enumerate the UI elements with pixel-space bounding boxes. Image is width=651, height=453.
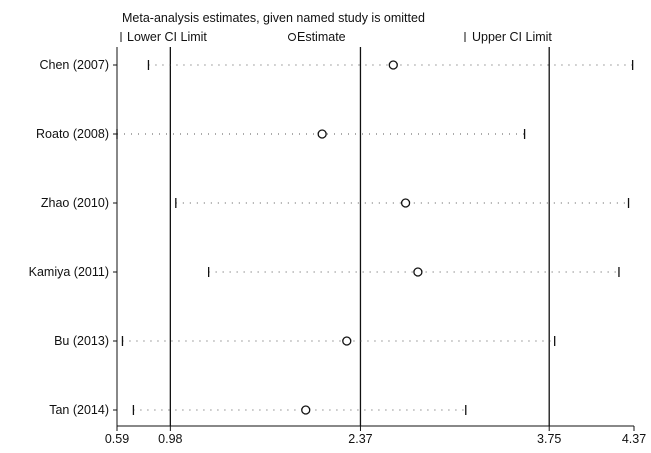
estimate-tan-2014	[301, 405, 311, 415]
x-tick-label-3: 3.75	[537, 432, 561, 446]
chart-title: Meta-analysis estimates, given named stu…	[122, 11, 425, 25]
x-tick-label-2: 2.37	[348, 432, 372, 446]
x-tick-label-4: 4.37	[622, 432, 646, 446]
legend: Lower CI Limit Estimate Upper CI Limit	[120, 30, 552, 44]
estimate-kamiya-2011	[413, 267, 423, 277]
study-label-kamiya-2011: Kamiya (2011)	[29, 265, 109, 279]
study-label-zhao-2010: Zhao (2010)	[41, 196, 109, 210]
chart-header: Meta-analysis estimates, given named stu…	[120, 11, 552, 44]
legend-estimate-label: Estimate	[297, 30, 346, 44]
x-tick-label-1: 0.98	[158, 432, 182, 446]
study-label-bu-2013: Bu (2013)	[54, 334, 109, 348]
estimate-bu-2013	[342, 336, 352, 346]
plot-area: 0.59 0.98 2.37 3.75 4.37 Chen (2007) Roato (20…	[29, 47, 646, 446]
x-tick-label-0: 0.59	[105, 432, 129, 446]
study-label-chen-2007: Chen (2007)	[40, 58, 110, 72]
study-label-tan-2014: Tan (2014)	[49, 403, 109, 417]
estimate-roato-2008	[317, 129, 327, 139]
legend-estimate-circle	[288, 33, 296, 41]
study-label-roato-2008: Roato (2008)	[36, 127, 109, 141]
legend-lower-label: Lower CI Limit	[127, 30, 207, 44]
estimate-zhao-2010	[400, 198, 411, 208]
estimate-chen-2007	[388, 60, 398, 70]
legend-upper-label: Upper CI Limit	[472, 30, 552, 44]
